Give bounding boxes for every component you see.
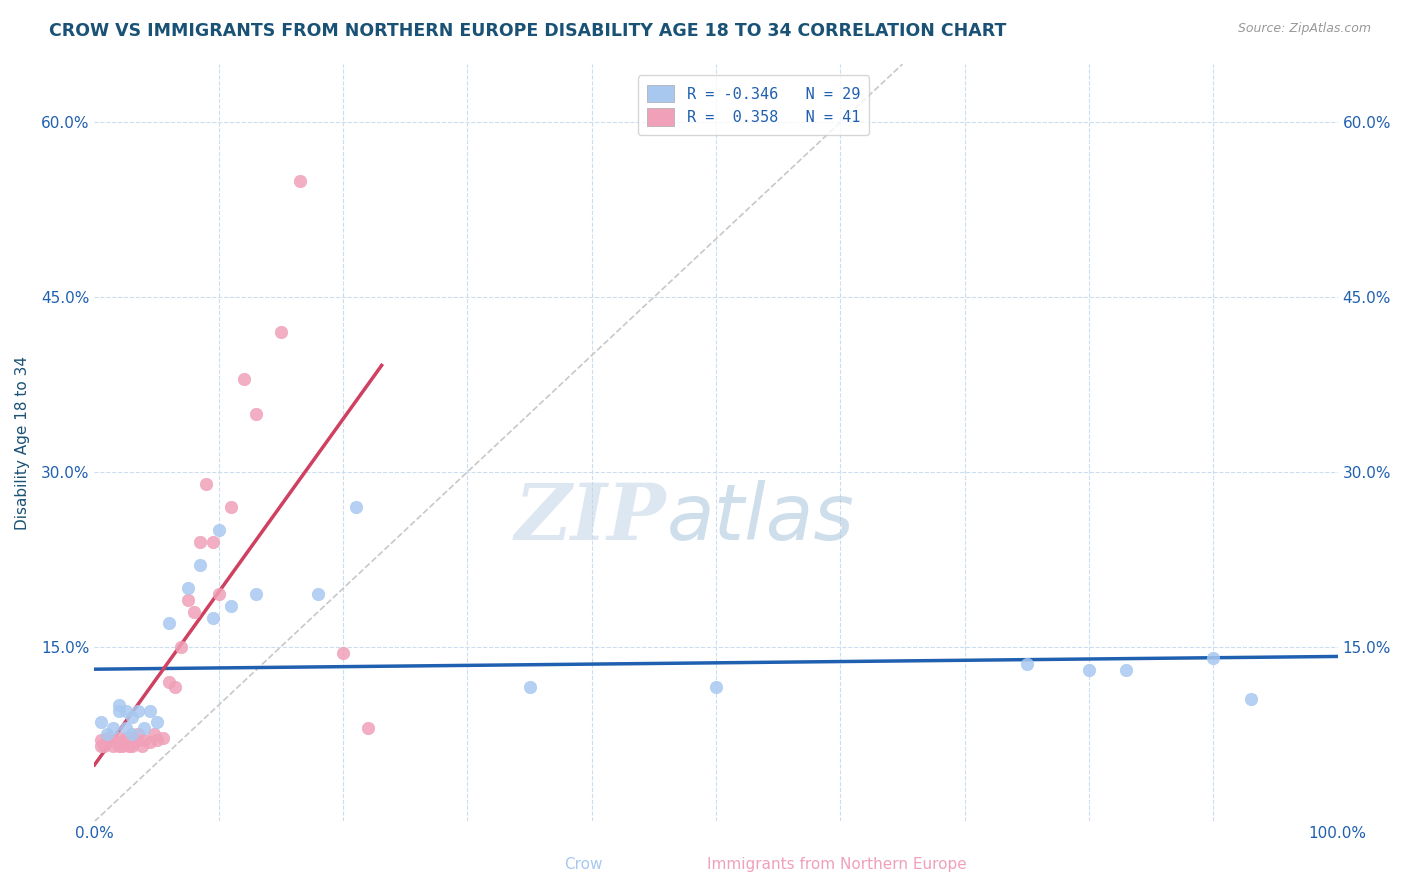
Point bbox=[165, 681, 187, 695]
Text: Source: ZipAtlas.com: Source: ZipAtlas.com bbox=[1237, 22, 1371, 36]
Point bbox=[96, 735, 118, 749]
Point bbox=[114, 721, 136, 735]
Point bbox=[177, 593, 200, 607]
Point bbox=[245, 587, 267, 601]
Point bbox=[157, 674, 180, 689]
Point bbox=[90, 715, 112, 730]
Point bbox=[201, 610, 224, 624]
Point bbox=[1202, 651, 1225, 665]
Point bbox=[152, 731, 174, 745]
Text: CROW VS IMMIGRANTS FROM NORTHERN EUROPE DISABILITY AGE 18 TO 34 CORRELATION CHAR: CROW VS IMMIGRANTS FROM NORTHERN EUROPE … bbox=[49, 22, 1007, 40]
Point bbox=[90, 732, 112, 747]
Point bbox=[121, 709, 143, 723]
Point bbox=[219, 500, 242, 514]
Point bbox=[131, 739, 153, 753]
Point bbox=[270, 325, 292, 339]
Point bbox=[357, 721, 380, 735]
Point bbox=[127, 727, 149, 741]
Point bbox=[201, 534, 224, 549]
Point bbox=[157, 616, 180, 631]
Point bbox=[177, 582, 200, 596]
Point bbox=[122, 735, 145, 749]
Point bbox=[288, 173, 311, 187]
Point bbox=[143, 727, 166, 741]
Text: Crow: Crow bbox=[564, 857, 603, 872]
Point bbox=[232, 372, 254, 386]
Point bbox=[121, 739, 143, 753]
Point bbox=[344, 500, 367, 514]
Point bbox=[1239, 692, 1261, 706]
Point bbox=[145, 732, 167, 747]
Point bbox=[219, 599, 242, 613]
Point bbox=[208, 587, 231, 601]
Y-axis label: Disability Age 18 to 34: Disability Age 18 to 34 bbox=[15, 356, 30, 530]
Point bbox=[98, 732, 121, 747]
Point bbox=[208, 523, 231, 537]
Point bbox=[111, 739, 134, 753]
Point bbox=[114, 704, 136, 718]
Point bbox=[121, 731, 143, 745]
Point bbox=[114, 731, 136, 745]
Point bbox=[121, 727, 143, 741]
Text: ZIP: ZIP bbox=[515, 480, 666, 557]
Point bbox=[139, 735, 162, 749]
Point bbox=[245, 407, 267, 421]
Point bbox=[105, 735, 128, 749]
Point bbox=[96, 727, 118, 741]
Point bbox=[1078, 663, 1101, 677]
Point bbox=[704, 681, 727, 695]
Point bbox=[90, 739, 112, 753]
Point bbox=[134, 721, 156, 735]
Legend: R = -0.346   N = 29, R =  0.358   N = 41: R = -0.346 N = 29, R = 0.358 N = 41 bbox=[638, 76, 869, 136]
Text: atlas: atlas bbox=[666, 481, 855, 557]
Point bbox=[93, 739, 115, 753]
Point bbox=[188, 558, 211, 573]
Point bbox=[145, 715, 167, 730]
Point bbox=[114, 735, 136, 749]
Point bbox=[1015, 657, 1038, 672]
Point bbox=[96, 731, 118, 745]
Text: Immigrants from Northern Europe: Immigrants from Northern Europe bbox=[707, 857, 966, 872]
Point bbox=[127, 704, 149, 718]
Point bbox=[134, 732, 156, 747]
Point bbox=[139, 704, 162, 718]
Point bbox=[170, 640, 193, 654]
Point bbox=[108, 698, 131, 712]
Point bbox=[188, 534, 211, 549]
Point bbox=[519, 681, 541, 695]
Point bbox=[101, 721, 124, 735]
Point bbox=[101, 739, 124, 753]
Point bbox=[307, 587, 329, 601]
Point bbox=[183, 605, 205, 619]
Point bbox=[118, 739, 141, 753]
Point bbox=[195, 476, 218, 491]
Point bbox=[101, 732, 124, 747]
Point bbox=[108, 731, 131, 745]
Point bbox=[1115, 663, 1137, 677]
Point bbox=[108, 739, 131, 753]
Point bbox=[332, 646, 354, 660]
Point bbox=[108, 704, 131, 718]
